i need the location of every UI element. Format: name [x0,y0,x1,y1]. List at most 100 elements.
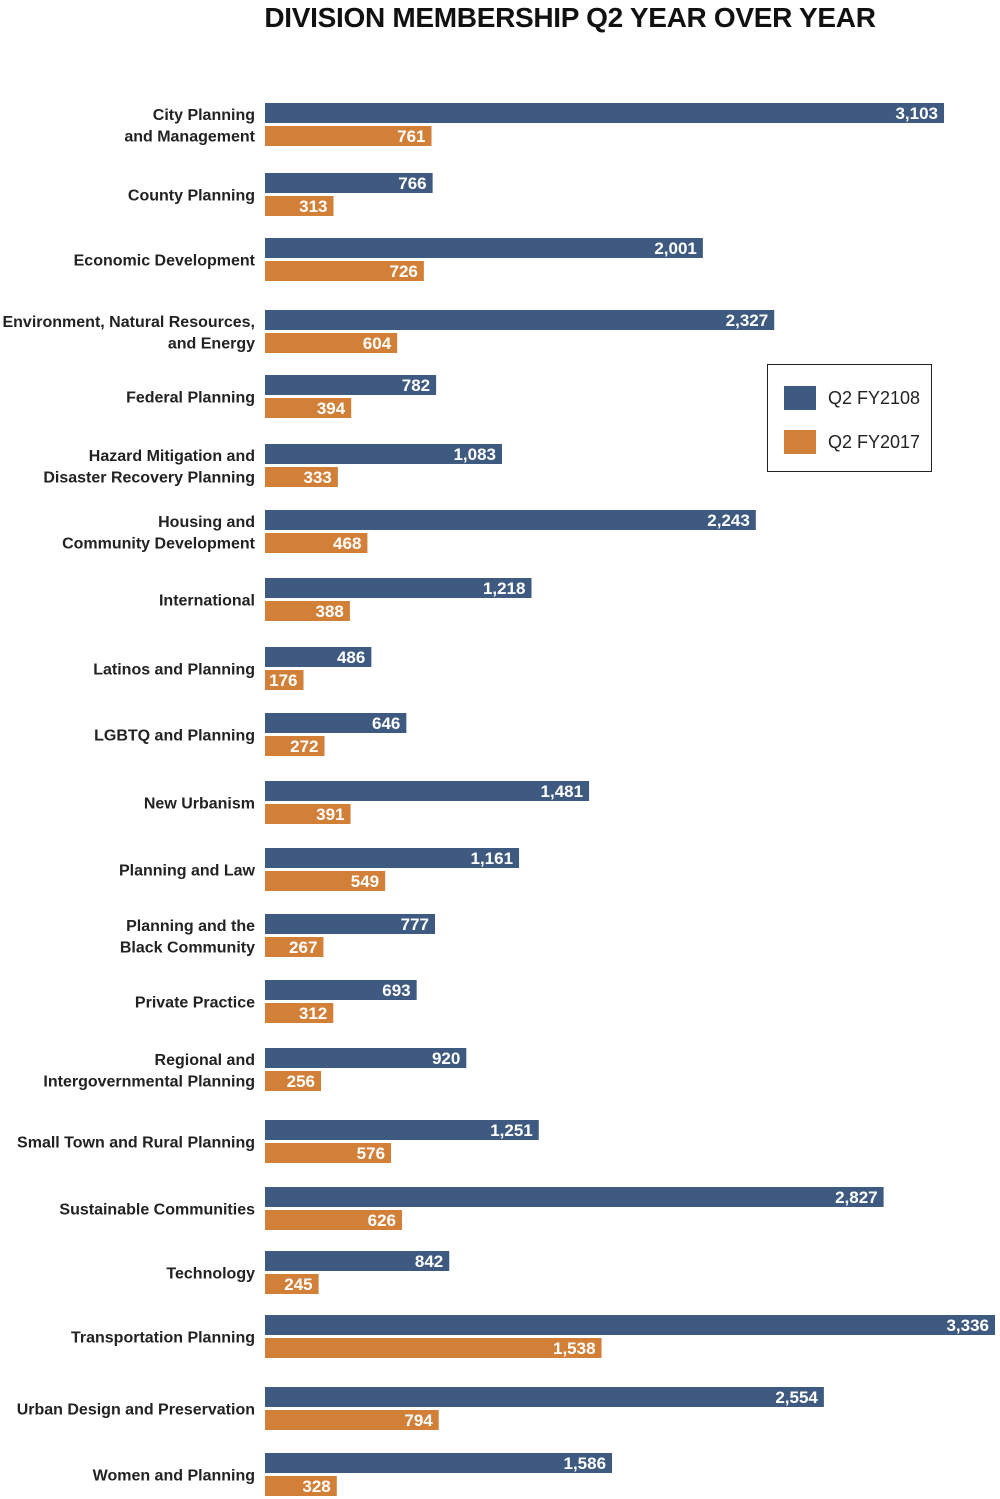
value-label-s2-18: 1,538 [553,1339,596,1358]
value-label-s2-10: 391 [316,805,344,824]
value-label-s1-9: 646 [372,714,400,733]
category-label-9: LGBTQ and Planning [94,728,255,745]
bar-s2-11 [265,871,386,891]
category-label-6: Housing and Community Development [62,514,256,553]
value-label-s1-13: 693 [382,981,410,1000]
value-label-s2-20: 328 [302,1477,330,1496]
bar-s1-10 [265,781,590,801]
bar-s2-17 [265,1274,319,1294]
legend-swatch-series-1 [784,386,816,410]
value-label-s1-6: 2,243 [707,511,750,530]
category-label-7: International [159,593,255,610]
category-label-18: Transportation Planning [71,1330,255,1347]
value-label-s1-5: 1,083 [453,445,496,464]
value-label-s2-11: 549 [351,872,379,891]
bar-s1-11 [265,848,520,868]
bar-s1-3 [265,310,775,330]
value-label-s2-0: 761 [397,127,425,146]
value-label-s1-12: 777 [401,915,429,934]
bar-s1-1 [265,173,433,193]
value-label-s1-0: 3,103 [895,104,938,123]
value-label-s1-2: 2,001 [654,239,697,258]
category-label-12: Planning and the Black Community [120,918,255,957]
value-label-s2-19: 794 [404,1411,433,1430]
value-label-s2-9: 272 [290,737,318,756]
bar-s2-20 [265,1476,337,1496]
bar-s2-8 [265,670,304,690]
bar-s1-16 [265,1187,884,1207]
bar-s2-7 [265,601,350,621]
legend-label-series-2: Q2 FY2017 [828,431,921,452]
legend-swatch-series-2 [784,430,816,454]
category-label-5: Hazard Mitigation and Disaster Recovery P… [43,448,255,487]
value-label-s2-8: 176 [269,671,297,690]
bar-s1-13 [265,980,417,1000]
value-label-s1-10: 1,481 [541,782,584,801]
value-label-s2-12: 267 [289,938,317,957]
bar-s2-4 [265,398,352,418]
bar-s2-16 [265,1210,402,1230]
bar-s1-15 [265,1120,539,1140]
value-label-s2-13: 312 [299,1004,327,1023]
value-label-s2-5: 333 [303,468,331,487]
bar-s2-19 [265,1410,439,1430]
value-label-s2-1: 313 [299,197,327,216]
bar-s1-20 [265,1453,613,1473]
value-label-s2-3: 604 [363,334,392,353]
bar-s1-9 [265,713,407,733]
value-label-s1-20: 1,586 [564,1454,607,1473]
value-label-s2-17: 245 [284,1275,312,1294]
bar-s1-12 [265,914,436,934]
category-label-15: Small Town and Rural Planning [17,1135,255,1152]
bar-s2-9 [265,736,325,756]
value-label-s1-8: 486 [337,648,365,667]
bar-s2-1 [265,196,334,216]
value-label-s2-14: 256 [287,1072,315,1091]
category-label-4: Federal Planning [126,390,255,407]
bar-s2-6 [265,533,368,553]
category-label-16: Sustainable Communities [59,1202,255,1219]
category-label-11: Planning and Law [119,863,256,880]
value-label-s1-1: 766 [398,174,426,193]
bar-s2-2 [265,261,424,281]
value-label-s2-4: 394 [317,399,346,418]
legend-item-series-2: Q2 FY2017 [784,429,920,455]
bar-s1-14 [265,1048,467,1068]
bar-s2-14 [265,1071,322,1091]
category-label-2: Economic Development [74,253,256,270]
bar-s1-19 [265,1387,824,1407]
category-label-20: Women and Planning [93,1468,255,1485]
bar-s2-18 [265,1338,602,1358]
bar-s1-7 [265,578,532,598]
bar-s2-13 [265,1003,334,1023]
value-label-s1-3: 2,327 [726,311,769,330]
category-label-3: Environment, Natural Resources, and Energ… [2,314,255,353]
bar-s2-5 [265,467,338,487]
legend: Q2 FY2108 Q2 FY2017 [767,364,932,472]
category-label-10: New Urbanism [144,796,255,813]
value-label-s2-2: 726 [389,262,417,281]
category-label-14: Regional and Intergovernmental Planning [43,1052,255,1091]
bar-s1-5 [265,444,502,464]
value-label-s2-6: 468 [333,534,361,553]
bar-s2-10 [265,804,351,824]
value-label-s1-19: 2,554 [775,1388,818,1407]
bar-s1-17 [265,1251,450,1271]
bar-s1-4 [265,375,437,395]
value-label-s1-17: 842 [415,1252,443,1271]
value-label-s1-14: 920 [432,1049,460,1068]
legend-item-series-1: Q2 FY2108 [784,385,920,411]
legend-label-series-1: Q2 FY2108 [828,387,921,408]
chart-title: DIVISION MEMBERSHIP Q2 YEAR OVER YEAR [264,2,876,33]
value-label-s1-15: 1,251 [490,1121,533,1140]
bar-s2-0 [265,126,432,146]
category-label-0: City Planning and Management [124,107,255,146]
value-label-s1-16: 2,827 [835,1188,878,1207]
value-label-s2-16: 626 [368,1211,396,1230]
category-label-1: County Planning [128,188,255,205]
bar-s1-8 [265,647,372,667]
bar-s1-18 [265,1315,995,1335]
bar-s1-0 [265,103,945,123]
